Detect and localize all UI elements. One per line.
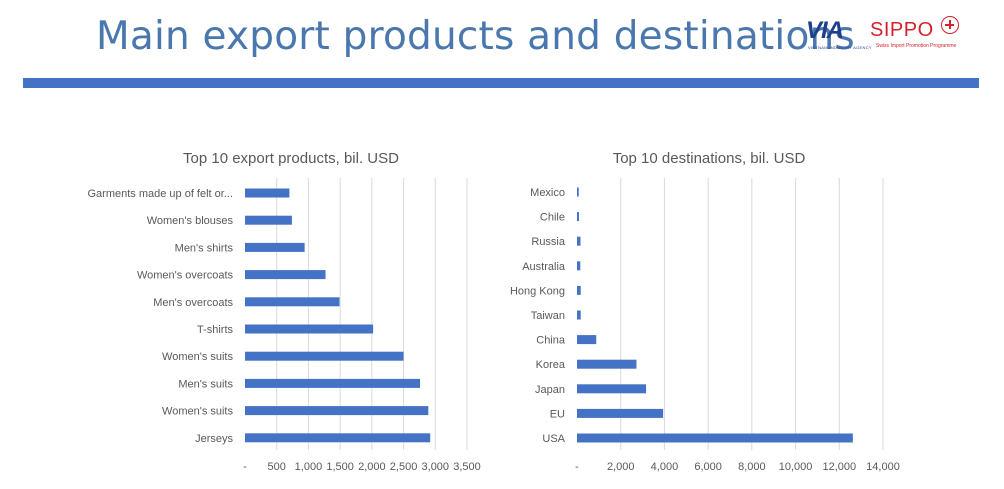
- category-label: USA: [542, 433, 565, 445]
- category-label: Mexico: [530, 187, 565, 199]
- category-label: Russia: [531, 236, 566, 248]
- category-label: Hong Kong: [510, 285, 565, 297]
- sippo-logo-mark: SIPPO: [870, 19, 934, 41]
- category-label: Men's overcoats: [153, 297, 233, 309]
- title-divider: [23, 78, 979, 88]
- x-tick-label: 3,500: [453, 461, 481, 473]
- x-tick-label: 8,000: [738, 461, 766, 473]
- category-label: Women's overcoats: [137, 270, 234, 282]
- chart-title: Top 10 destinations, bil. USD: [613, 150, 806, 167]
- bar: [577, 433, 853, 443]
- category-label: Men's shirts: [175, 242, 234, 254]
- category-label: EU: [550, 408, 565, 420]
- sippo-logo-subtitle: Swiss Import Promotion Programme: [876, 43, 957, 49]
- bar: [245, 351, 404, 361]
- bar: [577, 187, 579, 197]
- category-label: Chile: [540, 212, 565, 224]
- category-label: Korea: [536, 359, 566, 371]
- bar: [577, 408, 664, 418]
- x-tick-label: 12,000: [822, 461, 856, 473]
- x-tick-label: 2,500: [390, 461, 418, 473]
- x-tick-label: 2,000: [358, 461, 386, 473]
- x-tick-label: 4,000: [651, 461, 679, 473]
- x-tick-label: 1,500: [326, 461, 354, 473]
- bar: [245, 433, 431, 443]
- x-tick-label: 6,000: [694, 461, 722, 473]
- export-products-chart: Top 10 export products, bil. USD - 500 1,00…: [87, 150, 481, 473]
- via-logo: VIA VIETNAM INDUSTRY AGENCY: [806, 17, 872, 58]
- x-tick-label: 500: [268, 461, 286, 473]
- sippo-logo: SIPPO Swiss Import Promotion Programme: [868, 16, 968, 58]
- bar: [577, 359, 637, 369]
- bar: [577, 384, 647, 394]
- category-label: Jerseys: [195, 433, 233, 445]
- category-label: Women's suits: [162, 406, 233, 418]
- x-tick-label: -: [575, 461, 579, 473]
- bar: [245, 215, 292, 225]
- bar: [245, 297, 340, 307]
- bar: [245, 270, 326, 280]
- category-label: China: [536, 335, 566, 347]
- x-tick-label: 1,000: [295, 461, 323, 473]
- bar: [577, 285, 581, 295]
- x-tick-label: 14,000: [866, 461, 900, 473]
- via-logo-mark: VIA: [806, 17, 844, 44]
- category-label: Taiwan: [531, 310, 565, 322]
- bar: [577, 236, 581, 246]
- x-tick-label: 2,000: [607, 461, 635, 473]
- x-tick-label: -: [243, 461, 247, 473]
- bar: [245, 378, 421, 388]
- category-label: T-shirts: [197, 324, 234, 336]
- category-label: Garments made up of felt or...: [87, 188, 233, 200]
- bar: [577, 261, 581, 271]
- bar: [245, 188, 290, 198]
- slide-title: Main export products and destinations: [96, 14, 855, 59]
- bar: [577, 212, 579, 222]
- bar: [245, 242, 305, 252]
- bar: [245, 406, 429, 416]
- category-label: Australia: [522, 261, 566, 273]
- category-label: Women's suits: [162, 351, 233, 363]
- bar: [577, 310, 581, 320]
- category-label: Japan: [535, 384, 565, 396]
- category-label: Women's blouses: [147, 215, 234, 227]
- export-destinations-chart: Top 10 destinations, bil. USD - 2,000 4,000…: [510, 150, 900, 473]
- category-label: Men's suits: [178, 378, 233, 390]
- via-logo-subtitle: VIETNAM INDUSTRY AGENCY: [808, 45, 872, 50]
- x-tick-label: 3,000: [422, 461, 450, 473]
- x-tick-label: 10,000: [779, 461, 813, 473]
- bar: [245, 324, 374, 334]
- swiss-cross-icon: [941, 16, 959, 34]
- bar: [577, 335, 597, 345]
- chart-title: Top 10 export products, bil. USD: [183, 150, 399, 167]
